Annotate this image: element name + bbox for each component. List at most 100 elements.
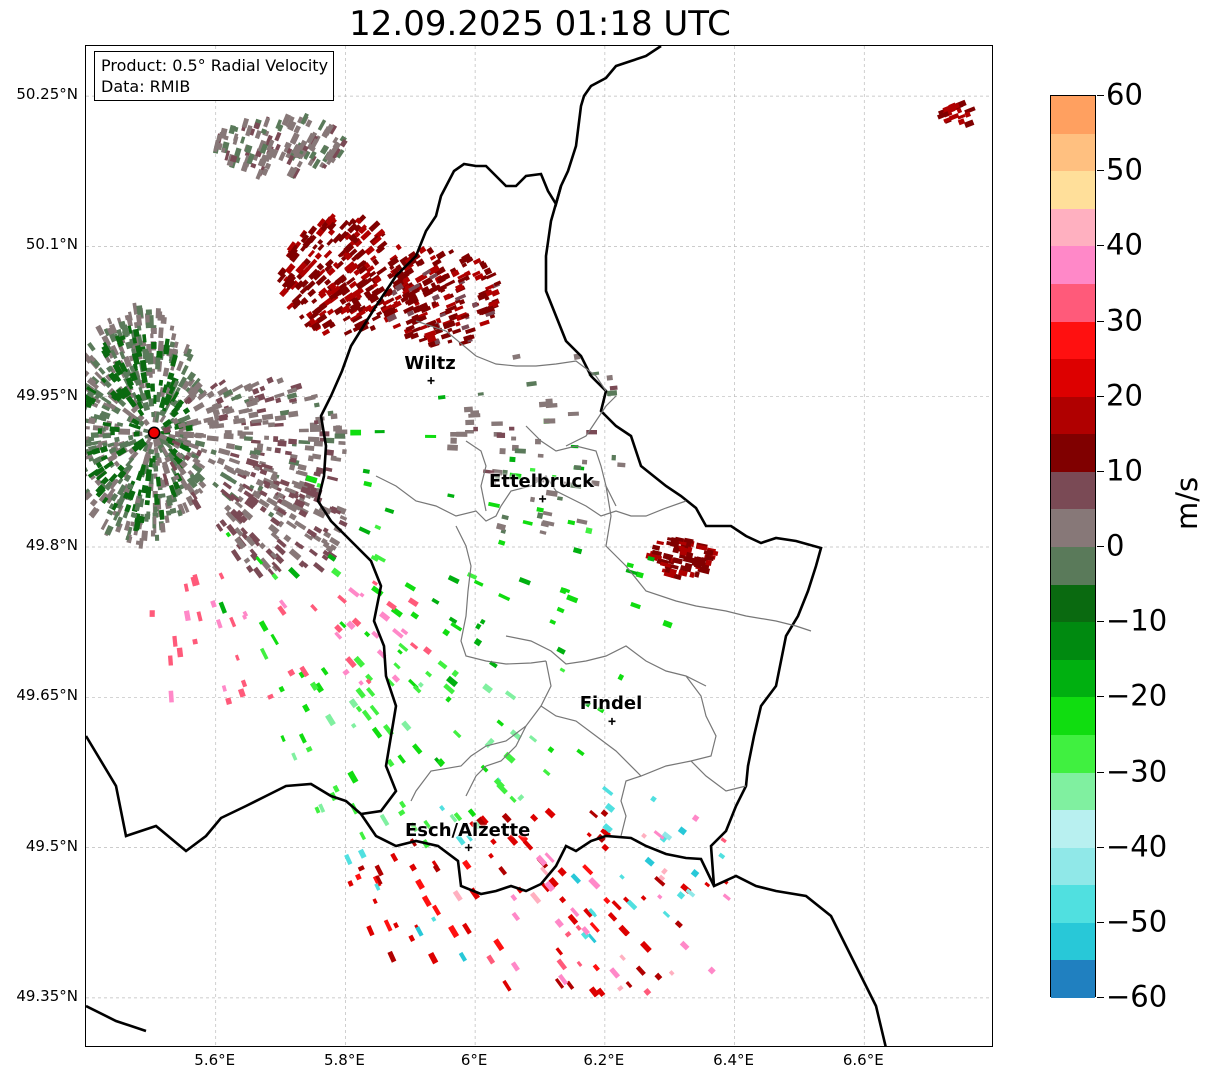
velocity-echo (306, 132, 314, 144)
velocity-echo (274, 143, 281, 151)
velocity-echo (661, 831, 673, 841)
velocity-echo (271, 561, 282, 573)
velocity-echo (298, 506, 309, 514)
velocity-echo (155, 357, 161, 370)
velocity-echo (100, 396, 112, 405)
velocity-echo (374, 883, 381, 891)
velocity-echo (139, 498, 145, 508)
velocity-echo (501, 812, 512, 823)
colorbar-tick-label: 50 (1106, 152, 1143, 187)
velocity-echo (287, 668, 296, 677)
velocity-echo (106, 365, 114, 373)
velocity-echo (251, 537, 261, 547)
velocity-echo (575, 924, 582, 931)
velocity-echo (300, 112, 309, 125)
velocity-echo (172, 481, 181, 490)
velocity-echo (336, 149, 345, 159)
velocity-echo (86, 436, 90, 441)
velocity-echo (124, 314, 130, 321)
velocity-echo (591, 480, 600, 487)
velocity-echo (408, 934, 416, 943)
velocity-echo (319, 161, 326, 169)
velocity-echo (86, 390, 95, 399)
velocity-echo (372, 898, 378, 905)
radar-site-marker[interactable] (147, 426, 161, 440)
velocity-echo (275, 397, 282, 404)
velocity-echo (357, 865, 365, 872)
velocity-echo (307, 436, 320, 443)
velocity-echo (171, 439, 181, 447)
velocity-echo (564, 930, 572, 938)
velocity-echo (502, 469, 508, 476)
velocity-echo (250, 162, 257, 169)
velocity-echo (335, 505, 347, 515)
velocity-echo (139, 516, 145, 524)
velocity-echo (607, 912, 618, 922)
velocity-echo (344, 294, 352, 301)
velocity-echo (246, 152, 255, 165)
velocity-echo (146, 511, 151, 519)
velocity-echo (462, 859, 472, 870)
velocity-echo (213, 139, 220, 152)
velocity-echo (216, 142, 223, 151)
velocity-echo (447, 339, 453, 344)
velocity-echo (529, 891, 542, 904)
velocity-echo (288, 410, 299, 418)
velocity-echo (291, 493, 299, 499)
city-marker[interactable] (539, 495, 547, 503)
velocity-echo (332, 136, 339, 144)
velocity-echo (224, 150, 231, 161)
country-border-south (359, 813, 887, 1046)
velocity-echo (86, 370, 90, 378)
velocity-echo (164, 515, 170, 524)
velocity-echo (510, 961, 520, 972)
velocity-echo (937, 111, 950, 120)
velocity-echo (404, 582, 417, 592)
velocity-echo (318, 268, 326, 276)
velocity-echo (322, 541, 330, 549)
velocity-echo (379, 611, 391, 622)
velocity-echo (133, 431, 140, 437)
velocity-echo (409, 332, 419, 340)
velocity-echo (145, 436, 152, 445)
velocity-echo (181, 380, 191, 391)
velocity-echo (90, 389, 97, 396)
velocity-echo (300, 486, 310, 495)
velocity-echo (488, 501, 500, 508)
velocity-echo (344, 853, 353, 866)
radar-map[interactable] (85, 45, 993, 1047)
velocity-echo (601, 785, 614, 796)
velocity-echo (436, 284, 448, 293)
velocity-echo (345, 276, 356, 286)
velocity-echo (123, 491, 130, 500)
velocity-echo (151, 411, 155, 418)
velocity-echo (349, 217, 357, 226)
velocity-echo (189, 473, 200, 484)
velocity-echo (154, 411, 160, 423)
velocity-echo (600, 809, 609, 818)
city-marker[interactable] (608, 717, 616, 725)
velocity-echo (323, 530, 332, 539)
velocity-echo (278, 685, 285, 693)
velocity-echo (439, 312, 447, 318)
colorbar-tick-label: −50 (1106, 904, 1168, 939)
colorbar-segment (1051, 283, 1095, 322)
velocity-echo (229, 616, 237, 628)
velocity-echo (174, 399, 185, 410)
velocity-echo (390, 852, 399, 862)
velocity-echo (298, 440, 311, 445)
velocity-echo (165, 510, 172, 516)
velocity-echo (630, 601, 641, 610)
velocity-echo (307, 288, 317, 298)
velocity-echo (485, 272, 497, 280)
city-marker[interactable] (465, 844, 473, 852)
velocity-echo (431, 258, 442, 267)
velocity-echo (418, 246, 427, 255)
velocity-echo (90, 375, 100, 385)
velocity-echo (415, 878, 425, 890)
velocity-echo (242, 483, 254, 492)
velocity-echo (134, 502, 141, 512)
colorbar-segment (1051, 133, 1095, 172)
velocity-echo (225, 408, 235, 415)
city-marker[interactable] (427, 377, 435, 385)
